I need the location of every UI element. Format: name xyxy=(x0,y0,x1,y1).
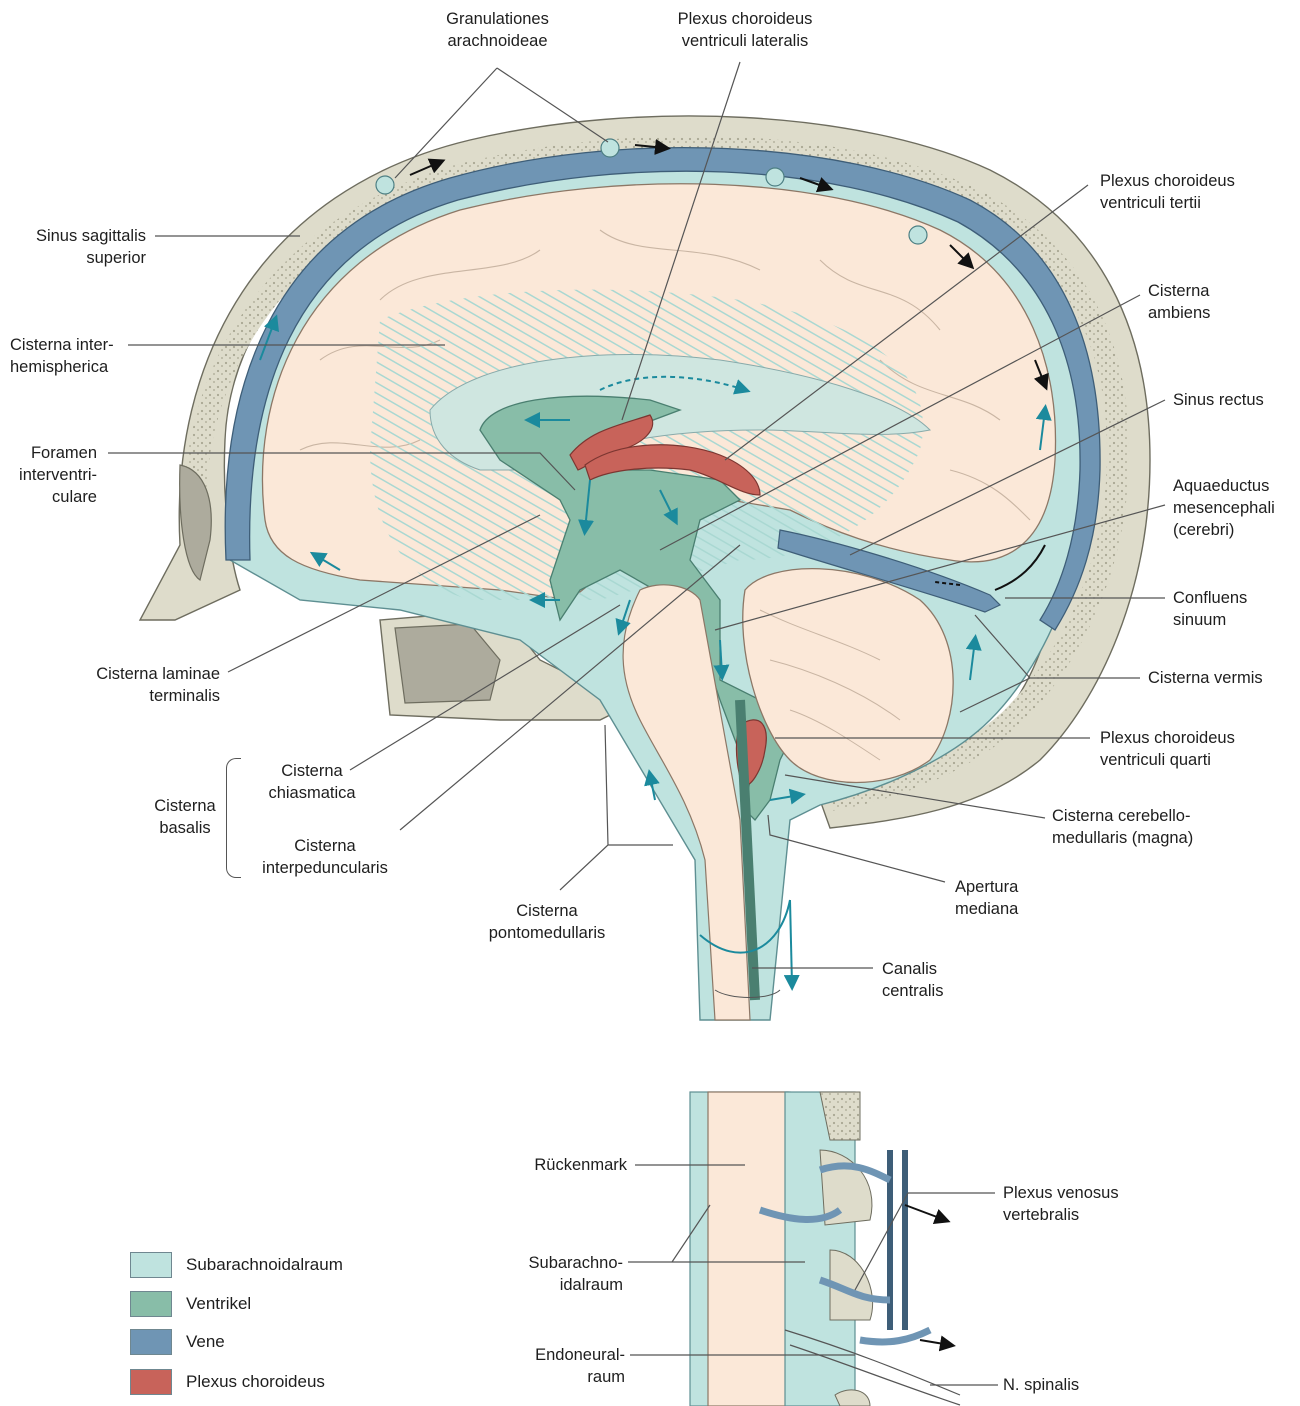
legend-item-plexus: Plexus choroideus xyxy=(130,1369,390,1397)
label-plexus-lateralis: Plexus choroideus ventriculi lateralis xyxy=(677,10,813,50)
label-laminae: Cisterna laminae terminalis xyxy=(96,665,220,705)
label-granulationes: Granulationes arachnoideae xyxy=(446,10,549,50)
label-plexus-tertii: Plexus choroideus ventriculi tertii xyxy=(1100,172,1235,212)
basalis-brace xyxy=(226,758,241,878)
legend-swatch xyxy=(130,1252,172,1278)
legend-label: Subarachnoidalraum xyxy=(186,1255,343,1274)
legend-label: Plexus choroideus xyxy=(186,1372,325,1391)
label-plexus-venosus: Plexus venosus vertebralis xyxy=(1003,1184,1119,1224)
legend-item-vene: Vene xyxy=(130,1329,390,1357)
label-vermis: Cisterna vermis xyxy=(1148,669,1263,687)
legend-swatch xyxy=(130,1329,172,1355)
label-interpeduncularis: Cisterna interpeduncularis xyxy=(262,837,388,877)
label-subarachnoidalraum-inset: Subarachno-idalraum xyxy=(528,1254,623,1294)
label-apertura: Apertura mediana xyxy=(955,878,1019,918)
label-endoneuralraum: Endoneural-raum xyxy=(535,1346,625,1386)
sinus-sagittalis xyxy=(224,146,1101,631)
legend-swatch xyxy=(130,1369,172,1395)
label-cisterna-ambiens: Cisterna ambiens xyxy=(1148,282,1211,322)
label-rueckenmark: Rückenmark xyxy=(534,1156,627,1174)
label-foramen: Foramen interventri-culare xyxy=(19,444,97,506)
legend-swatch xyxy=(130,1291,172,1317)
label-cisterna-inter: Cisterna inter-hemispherica xyxy=(10,336,114,376)
label-n-spinalis: N. spinalis xyxy=(1003,1376,1080,1394)
label-sinus-rectus: Sinus rectus xyxy=(1173,391,1264,409)
sinus-rectus xyxy=(777,529,1002,613)
label-sinus-sagittalis: Sinus sagittalis superior xyxy=(35,227,146,267)
legend-label: Vene xyxy=(186,1332,225,1351)
label-chiasmatica: Cisterna chiasmatica xyxy=(268,762,356,802)
label-canalis: Canalis centralis xyxy=(882,960,944,1000)
plexus-choroideus-tertii xyxy=(584,444,761,496)
label-confluens: Confluens sinuum xyxy=(1173,589,1248,629)
label-basalis: Cisterna basalis xyxy=(154,797,216,837)
venous-flow-arrows xyxy=(409,139,1049,591)
spinal-inset xyxy=(689,1091,961,1406)
legend-label: Ventrikel xyxy=(186,1294,252,1313)
legend-item-ventrikel: Ventrikel xyxy=(130,1291,390,1319)
label-pontomedullaris: Cisterna pontomedullaris xyxy=(488,902,606,942)
skull-bone xyxy=(138,115,1151,829)
legend-item-subarachnoidalraum: Subarachnoidalraum xyxy=(130,1252,390,1280)
csf-flow-arrows xyxy=(259,314,1052,991)
granulationes-icons xyxy=(375,138,928,245)
label-aquaeductus: Aquaeductus mesencephali (cerebri) xyxy=(1173,477,1275,539)
leader-lines xyxy=(108,61,1166,1386)
cerebellum xyxy=(742,567,954,784)
label-plexus-quarti: Plexus choroideus ventriculi quarti xyxy=(1100,729,1235,769)
label-magna: Cisterna cerebello-medullaris (magna) xyxy=(1052,807,1194,847)
